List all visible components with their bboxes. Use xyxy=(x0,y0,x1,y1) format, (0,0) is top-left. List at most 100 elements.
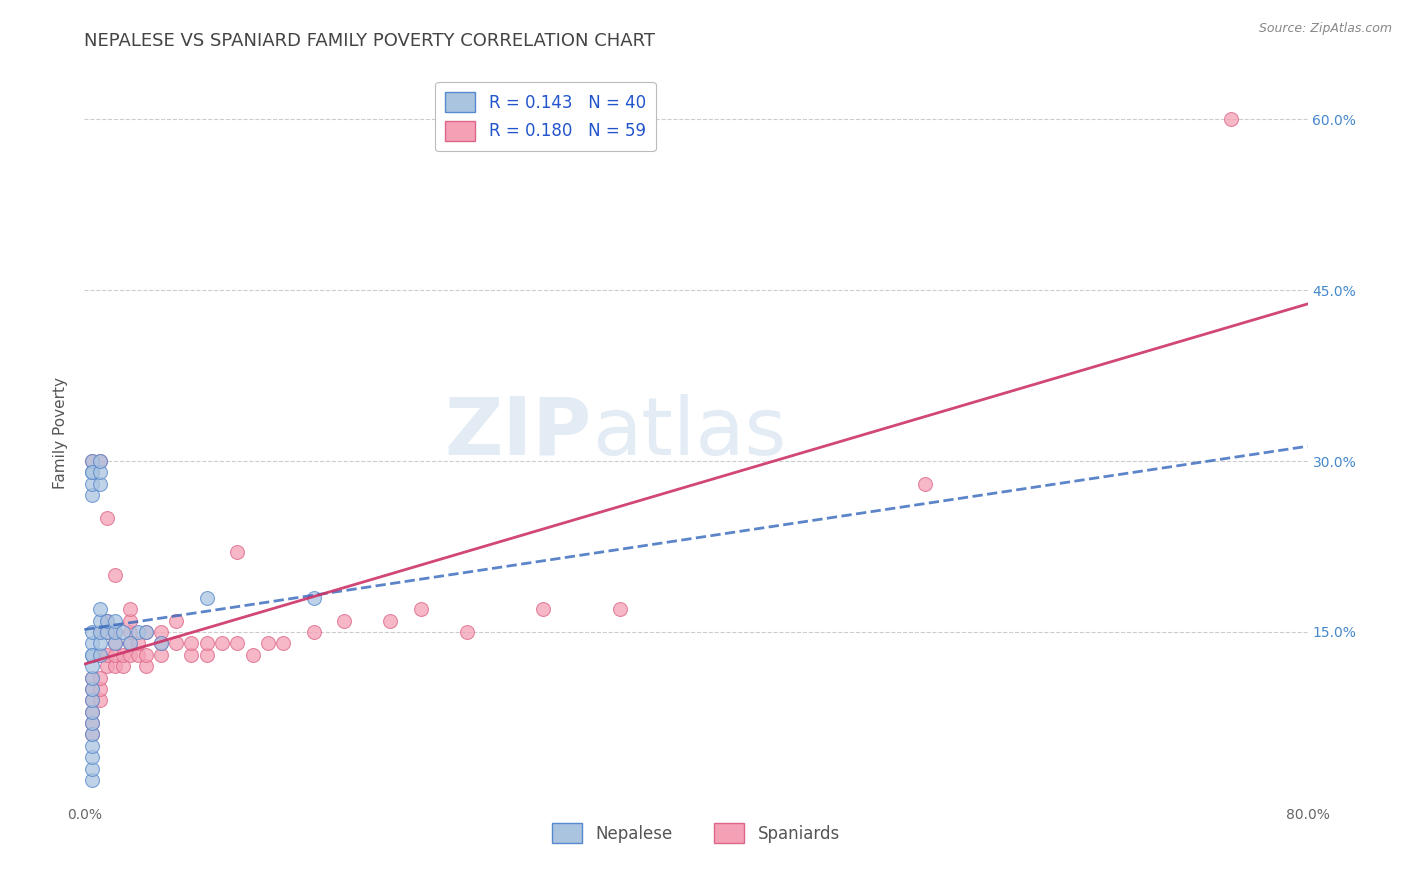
Point xyxy=(257,636,280,650)
Point xyxy=(271,636,294,650)
Text: atlas: atlas xyxy=(592,393,786,472)
Text: Source: ZipAtlas.com: Source: ZipAtlas.com xyxy=(1258,22,1392,36)
Point xyxy=(80,454,103,468)
Point xyxy=(80,693,103,707)
Point xyxy=(195,591,218,605)
Point xyxy=(195,648,218,662)
Point xyxy=(120,614,142,628)
Point xyxy=(96,614,118,628)
Point xyxy=(89,648,111,662)
Point xyxy=(80,750,103,764)
Point xyxy=(104,624,127,639)
Point xyxy=(104,659,127,673)
Point xyxy=(531,602,554,616)
Point xyxy=(120,648,142,662)
Point xyxy=(80,727,103,741)
Point xyxy=(127,636,149,650)
Point xyxy=(80,716,103,731)
Point xyxy=(80,466,103,480)
Point xyxy=(120,624,142,639)
Point xyxy=(180,648,202,662)
Point xyxy=(89,614,111,628)
Point xyxy=(111,648,134,662)
Point xyxy=(89,648,111,662)
Point xyxy=(89,681,111,696)
Point xyxy=(80,671,103,685)
Point xyxy=(96,614,118,628)
Point xyxy=(80,466,103,480)
Point xyxy=(104,636,127,650)
Point xyxy=(89,624,111,639)
Point xyxy=(89,624,111,639)
Point xyxy=(80,772,103,787)
Point xyxy=(80,681,103,696)
Point xyxy=(120,636,142,650)
Point xyxy=(104,636,127,650)
Point xyxy=(211,636,233,650)
Point xyxy=(242,648,264,662)
Point xyxy=(80,716,103,731)
Point xyxy=(89,466,111,480)
Point xyxy=(111,624,134,639)
Point xyxy=(226,545,249,559)
Point xyxy=(609,602,631,616)
Point xyxy=(80,739,103,753)
Point xyxy=(80,727,103,741)
Point xyxy=(80,476,103,491)
Point xyxy=(195,636,218,650)
Point xyxy=(80,705,103,719)
Point xyxy=(80,659,103,673)
Point xyxy=(226,636,249,650)
Point xyxy=(80,648,103,662)
Point xyxy=(104,568,127,582)
Point xyxy=(80,705,103,719)
Point xyxy=(80,624,103,639)
Point xyxy=(80,648,103,662)
Point xyxy=(120,602,142,616)
Point xyxy=(89,454,111,468)
Point xyxy=(180,636,202,650)
Point xyxy=(409,602,432,616)
Point xyxy=(104,624,127,639)
Point xyxy=(149,648,172,662)
Point xyxy=(127,624,149,639)
Point xyxy=(89,602,111,616)
Point xyxy=(111,659,134,673)
Legend: Nepalese, Spaniards: Nepalese, Spaniards xyxy=(546,816,846,850)
Point xyxy=(96,648,118,662)
Point xyxy=(89,454,111,468)
Text: ZIP: ZIP xyxy=(444,393,592,472)
Point xyxy=(89,476,111,491)
Point xyxy=(80,488,103,502)
Point xyxy=(120,636,142,650)
Point xyxy=(89,636,111,650)
Y-axis label: Family Poverty: Family Poverty xyxy=(53,376,69,489)
Point xyxy=(80,454,103,468)
Point xyxy=(135,624,157,639)
Point xyxy=(89,693,111,707)
Point xyxy=(135,624,157,639)
Point xyxy=(80,693,103,707)
Point xyxy=(127,648,149,662)
Point xyxy=(96,659,118,673)
Point xyxy=(80,636,103,650)
Point xyxy=(96,624,118,639)
Point xyxy=(302,591,325,605)
Point xyxy=(89,671,111,685)
Point xyxy=(80,762,103,776)
Text: NEPALESE VS SPANIARD FAMILY POVERTY CORRELATION CHART: NEPALESE VS SPANIARD FAMILY POVERTY CORR… xyxy=(84,32,655,50)
Point xyxy=(135,659,157,673)
Point xyxy=(165,614,187,628)
Point xyxy=(135,648,157,662)
Point xyxy=(456,624,478,639)
Point xyxy=(104,614,127,628)
Point xyxy=(104,648,127,662)
Point xyxy=(96,624,118,639)
Point xyxy=(1220,112,1243,127)
Point xyxy=(149,636,172,650)
Point xyxy=(165,636,187,650)
Point xyxy=(380,614,402,628)
Point xyxy=(149,636,172,650)
Point xyxy=(80,681,103,696)
Point xyxy=(149,624,172,639)
